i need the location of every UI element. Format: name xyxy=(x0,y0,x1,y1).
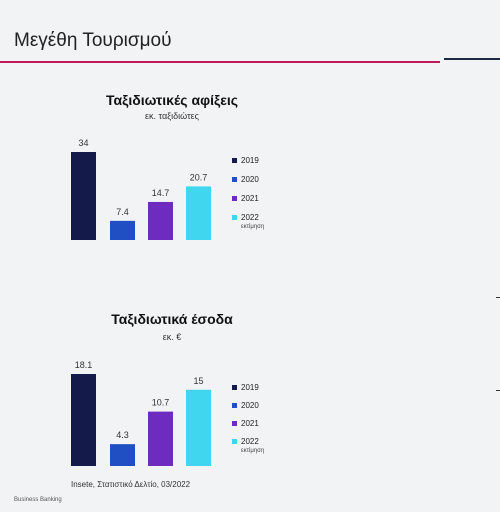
bar-2021 xyxy=(148,201,173,240)
side-tick-mark xyxy=(496,297,500,298)
value-label-2022: 15 xyxy=(193,376,203,386)
legend-swatch-2019 xyxy=(232,158,237,163)
footer-brand: Business Banking xyxy=(14,497,62,503)
legend-swatch-2021 xyxy=(232,196,237,201)
value-label-2020: 7.4 xyxy=(116,207,129,217)
chart-subtitle: εκ. ταξιδιώτες xyxy=(145,111,200,121)
bar-2022 xyxy=(186,389,211,466)
value-label-2020: 4.3 xyxy=(116,430,129,440)
chart-subtitle: εκ. € xyxy=(163,332,182,342)
bars-group: 18.1 4.3 10.7 15 xyxy=(71,360,211,466)
legend-label-2022: 2022 xyxy=(241,213,259,222)
legend: 2019 2020 2021 2022 εκτίμηση xyxy=(232,156,264,230)
bar-2021 xyxy=(148,411,173,466)
arrivals-chart: Ταξιδιωτικές αφίξεις εκ. ταξιδιώτες 34 7.… xyxy=(71,92,264,240)
slide-title: Μεγέθη Τουρισμού xyxy=(14,30,172,51)
legend-label-2020: 2020 xyxy=(241,175,259,184)
title-accent-line xyxy=(0,61,440,63)
bar-2020 xyxy=(110,220,135,240)
legend-swatch-2020 xyxy=(232,177,237,182)
value-label-2022: 20.7 xyxy=(190,172,208,182)
title-accent-line-dark xyxy=(444,58,500,60)
legend-swatch-2022 xyxy=(232,439,237,444)
chart-title: Ταξιδιωτικές αφίξεις xyxy=(106,92,238,108)
legend-label-2022: 2022 xyxy=(241,437,259,446)
legend-swatch-2019 xyxy=(232,385,237,390)
bar-2022 xyxy=(186,186,211,240)
chart-title: Ταξιδιωτικά έσοδα xyxy=(111,311,233,327)
legend-label-2019: 2019 xyxy=(241,383,259,392)
legend-swatch-2020 xyxy=(232,403,237,408)
legend-note: εκτίμηση xyxy=(241,448,264,454)
bar-2019 xyxy=(71,374,96,466)
legend-swatch-2022 xyxy=(232,215,237,220)
legend-label-2019: 2019 xyxy=(241,156,259,165)
side-tick-mark xyxy=(496,390,500,391)
value-label-2021: 14.7 xyxy=(152,188,170,198)
legend: 2019 2020 2021 2022 εκτίμηση xyxy=(232,383,264,454)
value-label-2021: 10.7 xyxy=(152,398,170,408)
bar-2019 xyxy=(71,152,96,240)
legend-note: εκτίμηση xyxy=(241,224,264,230)
value-label-2019: 34 xyxy=(78,138,88,148)
revenue-chart: Ταξιδιωτικά έσοδα εκ. € 18.1 4.3 10.7 15 20… xyxy=(71,311,264,466)
value-label-2019: 18.1 xyxy=(75,360,93,370)
source-note: Insete, Στατιστικό Δελτίο, 03/2022 xyxy=(71,480,191,489)
legend-label-2020: 2020 xyxy=(241,401,259,410)
legend-label-2021: 2021 xyxy=(241,419,259,428)
legend-swatch-2021 xyxy=(232,421,237,426)
bar-2020 xyxy=(110,444,135,466)
bars-group: 34 7.4 14.7 20.7 xyxy=(71,138,211,240)
legend-label-2021: 2021 xyxy=(241,194,259,203)
